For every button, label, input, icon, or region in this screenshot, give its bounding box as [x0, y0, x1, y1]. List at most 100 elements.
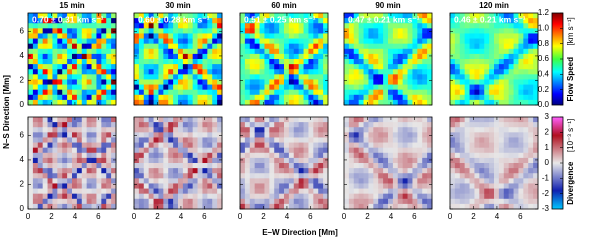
map-cell — [158, 59, 163, 65]
map-cell — [412, 168, 417, 174]
map-cell — [465, 137, 470, 143]
map-cell — [198, 100, 203, 106]
map-cell — [294, 28, 299, 34]
map-cell — [304, 137, 309, 143]
map-cell — [460, 148, 465, 154]
map-cell — [479, 74, 484, 80]
map-cell — [33, 74, 38, 80]
map-cell — [474, 117, 479, 123]
map-cell — [504, 158, 509, 164]
map-cell — [455, 44, 460, 50]
map-cell — [33, 158, 38, 164]
map-cell — [178, 137, 183, 143]
map-cell — [393, 28, 398, 34]
map-cell — [450, 74, 455, 80]
map-cell — [489, 143, 494, 149]
map-cell — [393, 90, 398, 96]
map-cell — [299, 173, 304, 179]
map-cell — [67, 137, 72, 143]
map-cell — [28, 85, 33, 91]
map-cell — [33, 59, 38, 65]
map-cell — [289, 173, 294, 179]
map-cell — [455, 117, 460, 123]
map-cell — [499, 95, 504, 101]
map-cell — [154, 69, 159, 75]
map-cell — [62, 49, 67, 55]
colorbar-tick-label: 0 — [545, 158, 550, 167]
map-cell — [255, 95, 260, 101]
map-cell — [489, 137, 494, 143]
map-cell — [212, 90, 217, 96]
map-cell — [499, 28, 504, 34]
map-cell — [354, 204, 359, 210]
map-cell — [279, 132, 284, 138]
map-cell — [245, 168, 250, 174]
map-cell — [284, 143, 289, 149]
map-cell — [62, 178, 67, 184]
map-cell — [514, 148, 519, 154]
map-cell — [163, 189, 168, 195]
map-cell — [373, 44, 378, 50]
map-cell — [82, 127, 87, 133]
map-cell — [139, 132, 144, 138]
map-cell — [378, 33, 383, 39]
map-cell — [212, 79, 217, 85]
x-axis-label: E–W Direction [Mm] — [262, 228, 338, 237]
map-cell — [388, 95, 393, 101]
map-cell — [417, 189, 422, 195]
map-cell — [173, 158, 178, 164]
map-cell — [359, 173, 364, 179]
map-cell — [269, 79, 274, 85]
map-cell — [106, 183, 111, 189]
map-cell — [368, 49, 373, 55]
map-cell — [318, 59, 323, 65]
map-cell — [149, 178, 154, 184]
map-cell — [144, 143, 149, 149]
map-cell — [304, 54, 309, 60]
map-cell — [101, 85, 106, 91]
map-cell — [96, 132, 101, 138]
map-cell — [460, 189, 465, 195]
map-cell — [212, 64, 217, 70]
map-cell — [67, 204, 72, 210]
map-cell — [38, 39, 43, 45]
map-cell — [168, 79, 173, 85]
map-cell — [250, 178, 255, 184]
map-cell — [101, 168, 106, 174]
map-cell — [33, 168, 38, 174]
column-title: 15 min — [59, 1, 84, 10]
map-cell — [318, 122, 323, 128]
map-cell — [101, 148, 106, 154]
map-cell — [245, 204, 250, 210]
map-cell — [289, 59, 294, 65]
map-cell — [504, 79, 509, 85]
map-cell — [43, 33, 48, 39]
map-cell — [499, 158, 504, 164]
map-cell — [373, 143, 378, 149]
map-cell — [403, 117, 408, 123]
map-cell — [373, 74, 378, 80]
map-cell — [212, 23, 217, 29]
map-cell — [479, 173, 484, 179]
map-cell — [408, 69, 413, 75]
map-cell — [279, 79, 284, 85]
map-cell — [82, 158, 87, 164]
map-cell — [528, 23, 533, 29]
map-cell — [373, 153, 378, 159]
map-cell — [523, 163, 528, 169]
map-cell — [489, 148, 494, 154]
map-cell — [403, 189, 408, 195]
map-cell — [412, 199, 417, 205]
map-cell — [422, 189, 427, 195]
x-tick-label: 6 — [96, 212, 101, 221]
map-cell — [518, 44, 523, 50]
map-cell — [264, 143, 269, 149]
map-cell — [398, 100, 403, 106]
map-cell — [139, 95, 144, 101]
map-cell — [183, 85, 188, 91]
map-cell — [279, 64, 284, 70]
map-cell — [308, 85, 313, 91]
y-tick-label: 4 — [20, 155, 25, 164]
map-cell — [383, 204, 388, 210]
map-cell — [289, 189, 294, 195]
